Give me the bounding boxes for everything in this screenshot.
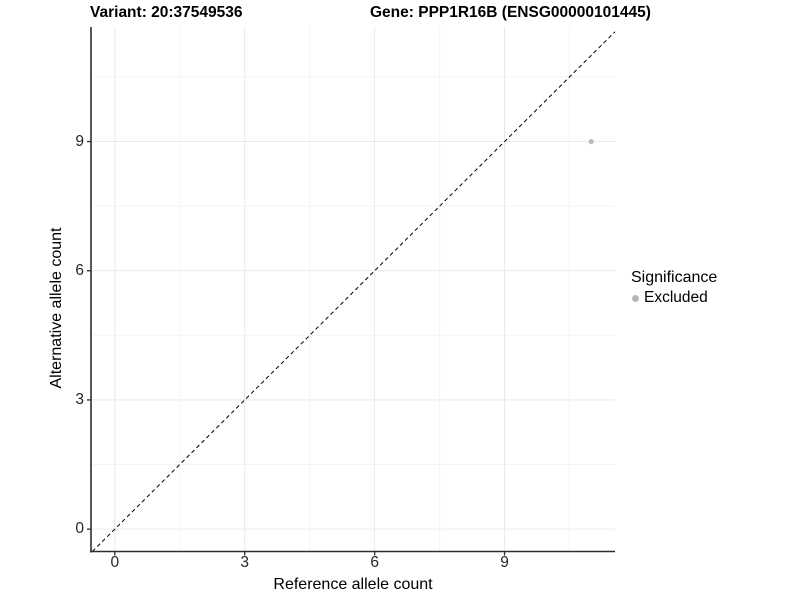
legend-title: Significance	[631, 269, 718, 286]
y-tick-label: 9	[75, 132, 84, 150]
legend-key-dot-icon	[632, 294, 639, 302]
legend-item-excluded: Excluded	[632, 289, 717, 307]
identity-reference-line	[91, 31, 616, 552]
plot-title-gene: Gene: PPP1R16B (ENSG00000101445)	[370, 4, 651, 21]
y-tick-label: 6	[75, 261, 84, 279]
x-tick-label: 3	[240, 554, 250, 571]
data-point	[588, 138, 594, 145]
x-tick-label: 6	[370, 554, 379, 571]
plot-title-variant: Variant: 20:37549536	[90, 4, 243, 21]
y-tick-label: 3	[75, 390, 84, 408]
x-axis-title: Reference allele count	[273, 576, 433, 593]
legend-item-label: Excluded	[644, 289, 708, 306]
y-tick-label: 0	[75, 520, 84, 538]
x-tick-label: 9	[500, 554, 509, 571]
legend: Significance Excluded	[631, 269, 717, 307]
x-tick-label: 0	[110, 554, 120, 571]
y-axis-title: Alternative allele count	[48, 227, 65, 389]
